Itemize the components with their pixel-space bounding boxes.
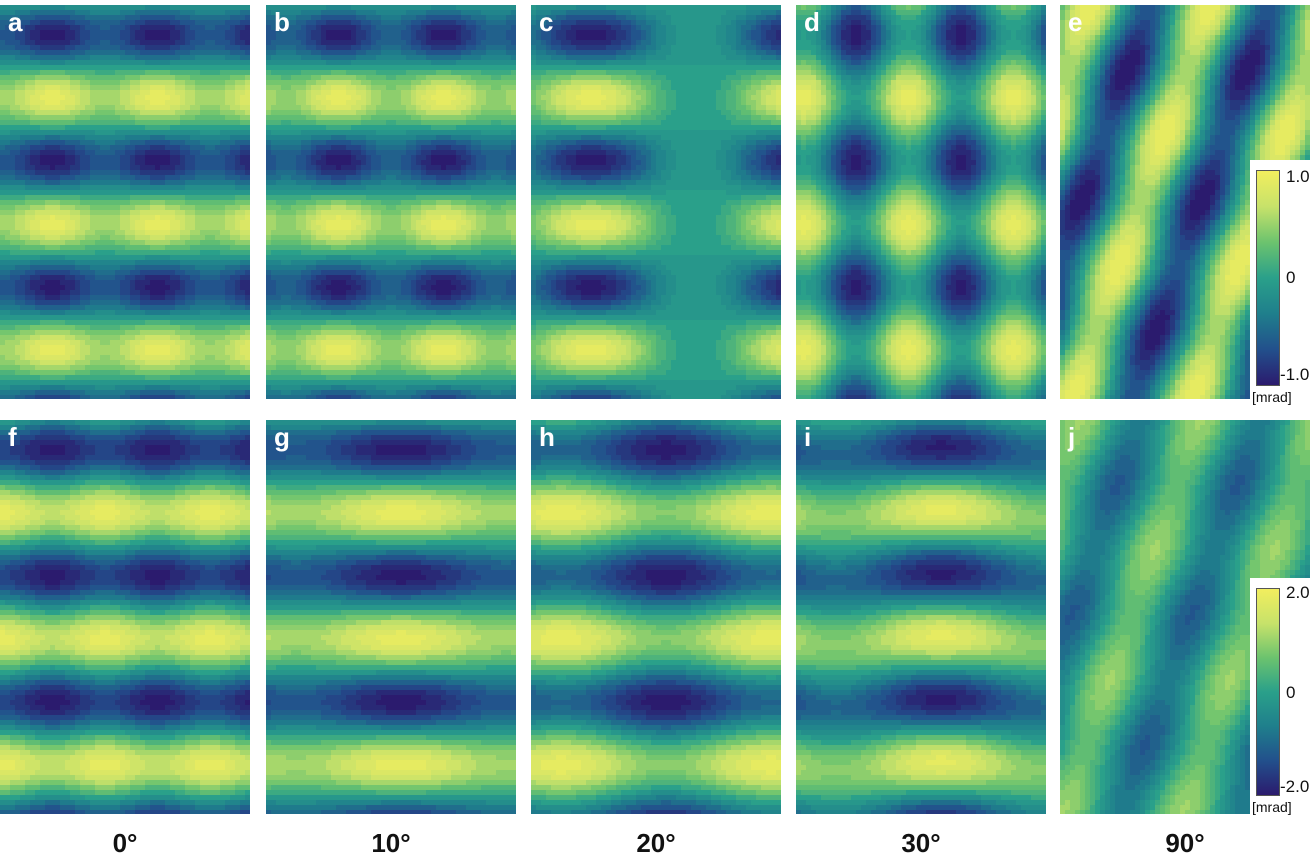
panel-b: b (266, 5, 516, 399)
panel-label-j: j (1068, 424, 1075, 450)
colorbar-bottom-unit: [mrad] (1252, 800, 1292, 814)
panel-i: i (796, 420, 1046, 814)
colorbar-bottom: 2.0 0 -2.0 [mrad] (1250, 578, 1316, 818)
contour-cells-h (531, 420, 781, 814)
contour-cells-a (0, 5, 250, 399)
contour-cells-i (796, 420, 1046, 814)
colorbar-bottom-min: -2.0 (1280, 778, 1309, 795)
colorbar-top-max: 1.0 (1286, 168, 1310, 185)
panel-h: h (531, 420, 781, 814)
contour-map-b (266, 5, 516, 399)
panel-label-e: e (1068, 9, 1082, 35)
contour-map-h (531, 420, 781, 814)
contour-cells-c (531, 5, 781, 399)
contour-map-i (796, 420, 1046, 814)
panel-label-f: f (8, 424, 17, 450)
contour-map-c (531, 5, 781, 399)
panel-label-i: i (804, 424, 811, 450)
contour-map-d (796, 5, 1046, 399)
panel-label-a: a (8, 9, 22, 35)
colorbar-top-unit: [mrad] (1252, 390, 1292, 404)
panel-label-d: d (804, 9, 820, 35)
contour-map-f (0, 420, 250, 814)
angle-label-0: 0° (0, 830, 250, 856)
angle-label-30: 30° (796, 830, 1046, 856)
contour-cells-f (0, 420, 250, 814)
contour-cells-b (266, 5, 516, 399)
angle-label-90: 90° (1060, 830, 1310, 856)
contour-cells-d (796, 5, 1046, 399)
panel-label-c: c (539, 9, 553, 35)
angle-label-20: 20° (531, 830, 781, 856)
colorbar-top: 1.0 0 -1.0 [mrad] (1250, 160, 1316, 412)
colorbar-top-mid: 0 (1286, 269, 1295, 286)
panel-d: d (796, 5, 1046, 399)
colorbar-top-gradient (1256, 170, 1280, 386)
panel-g: g (266, 420, 516, 814)
panel-c: c (531, 5, 781, 399)
colorbar-bottom-gradient (1256, 588, 1280, 796)
colorbar-bottom-mid: 0 (1286, 684, 1295, 701)
panel-f: f (0, 420, 250, 814)
contour-map-a (0, 5, 250, 399)
panel-label-b: b (274, 9, 290, 35)
panel-label-h: h (539, 424, 555, 450)
colorbar-top-min: -1.0 (1280, 366, 1309, 383)
colorbar-bottom-max: 2.0 (1286, 584, 1310, 601)
angle-label-10: 10° (266, 830, 516, 856)
panel-label-g: g (274, 424, 290, 450)
contour-map-g (266, 420, 516, 814)
panel-a: a (0, 5, 250, 399)
contour-cells-g (266, 420, 516, 814)
